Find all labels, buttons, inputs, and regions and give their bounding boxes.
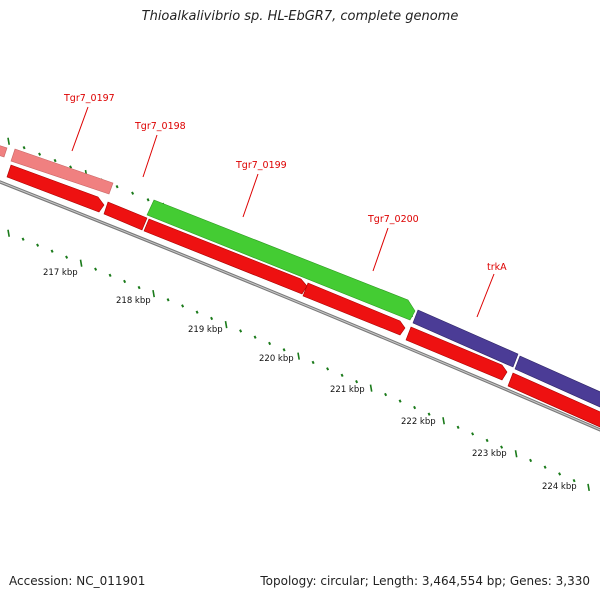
inner-major-tick <box>7 229 10 237</box>
outer-minor-tick <box>69 165 73 169</box>
inner-minor-tick <box>355 380 359 384</box>
inner-minor-tick <box>456 425 460 429</box>
gene-label-trka: trkA <box>487 262 507 273</box>
inner-minor-tick <box>36 243 40 247</box>
gene-track <box>0 145 600 408</box>
gene-bar-right-partial <box>514 355 600 408</box>
inner-minor-tick <box>108 273 112 277</box>
outer-major-tick <box>7 137 10 145</box>
leader-line-tgr7-0198 <box>142 134 158 178</box>
leader-line-tgr7-0200 <box>372 227 389 272</box>
gene-labels: Tgr7_0197 Tgr7_0198 Tgr7_0199 Tgr7_0200 … <box>63 93 507 318</box>
outer-minor-tick <box>22 146 26 150</box>
inner-minor-tick <box>166 298 170 302</box>
outer-minor-tick <box>146 198 150 202</box>
inner-minor-tick <box>210 316 214 321</box>
inner-minor-tick <box>340 373 344 377</box>
map-title: Thioalkalivibrio sp. HL-EbGR7, complete … <box>141 9 459 24</box>
kbp-label-221: 221 kbp <box>330 385 365 395</box>
cds-bar-2 <box>103 201 148 231</box>
inner-minor-tick <box>123 279 127 284</box>
leader-line-trka <box>476 273 495 318</box>
inner-minor-tick <box>268 341 272 346</box>
cds-bar-6 <box>507 372 600 428</box>
inner-minor-tick <box>181 304 185 308</box>
inner-major-tick <box>442 417 445 425</box>
gene-bar-tgr7-0197 <box>10 148 114 195</box>
inner-minor-tick <box>94 267 98 271</box>
gene-bar-left-partial <box>0 145 8 158</box>
genome-summary-text: Topology: circular; Length: 3,464,554 bp… <box>260 574 590 588</box>
inner-minor-tick <box>471 432 475 436</box>
cds-track <box>6 164 600 428</box>
backbone <box>0 180 600 432</box>
outer-minor-tick <box>131 191 135 195</box>
gene-label-tgr7-0197: Tgr7_0197 <box>63 93 115 104</box>
inner-major-tick <box>152 290 155 298</box>
gene-label-tgr7-0199: Tgr7_0199 <box>235 160 287 171</box>
inner-minor-tick <box>529 458 533 463</box>
kbp-label-222: 222 kbp <box>401 417 436 427</box>
gene-label-tgr7-0198: Tgr7_0198 <box>134 121 186 132</box>
inner-minor-tick <box>384 392 388 397</box>
kbp-label-218: 218 kbp <box>116 296 151 306</box>
gene-bar-trka <box>412 309 519 368</box>
inner-minor-tick <box>311 360 315 365</box>
inner-minor-tick <box>543 465 547 469</box>
scale-labels: 217 kbp 218 kbp 219 kbp 220 kbp 221 kbp … <box>43 268 577 492</box>
leader-line-tgr7-0197 <box>71 106 89 152</box>
kbp-label-217: 217 kbp <box>43 268 78 278</box>
inner-minor-tick <box>572 478 576 483</box>
inner-minor-tick <box>427 412 431 416</box>
inner-tick-row <box>7 229 590 492</box>
inner-minor-tick <box>485 438 489 443</box>
inner-major-tick <box>587 483 590 492</box>
gene-label-tgr7-0200: Tgr7_0200 <box>367 214 419 225</box>
outer-minor-tick <box>115 184 119 189</box>
cds-bar-1 <box>6 164 105 213</box>
inner-minor-tick <box>326 367 330 371</box>
cds-bar-5 <box>405 326 508 381</box>
inner-minor-tick <box>50 249 54 253</box>
inner-major-tick <box>297 352 300 360</box>
kbp-label-223: 223 kbp <box>472 449 507 459</box>
kbp-label-224: 224 kbp <box>542 482 577 492</box>
inner-minor-tick <box>282 348 286 352</box>
inner-major-tick <box>514 450 518 458</box>
inner-major-tick <box>369 384 373 392</box>
inner-minor-tick <box>558 472 562 476</box>
inner-minor-tick <box>398 399 402 403</box>
inner-minor-tick <box>239 329 243 333</box>
gene-bar-tgr7-0199 <box>146 199 416 321</box>
cds-bar-3 <box>143 218 308 295</box>
outer-minor-tick <box>38 152 42 156</box>
outer-minor-tick <box>53 158 57 163</box>
inner-major-tick <box>79 259 83 267</box>
inner-major-tick <box>224 320 228 329</box>
kbp-label-219: 219 kbp <box>188 325 223 335</box>
inner-minor-tick <box>137 285 141 290</box>
leader-line-tgr7-0199 <box>242 173 259 218</box>
inner-minor-tick <box>413 405 417 410</box>
inner-minor-tick <box>253 335 257 339</box>
inner-minor-tick <box>21 237 25 241</box>
accession-text: Accession: NC_011901 <box>9 574 146 588</box>
kbp-label-220: 220 kbp <box>259 354 294 364</box>
inner-minor-tick <box>500 445 504 449</box>
cds-bar-4 <box>302 282 406 336</box>
backbone-highlight <box>0 181 600 431</box>
inner-minor-tick <box>65 255 69 259</box>
inner-minor-tick <box>195 310 199 314</box>
